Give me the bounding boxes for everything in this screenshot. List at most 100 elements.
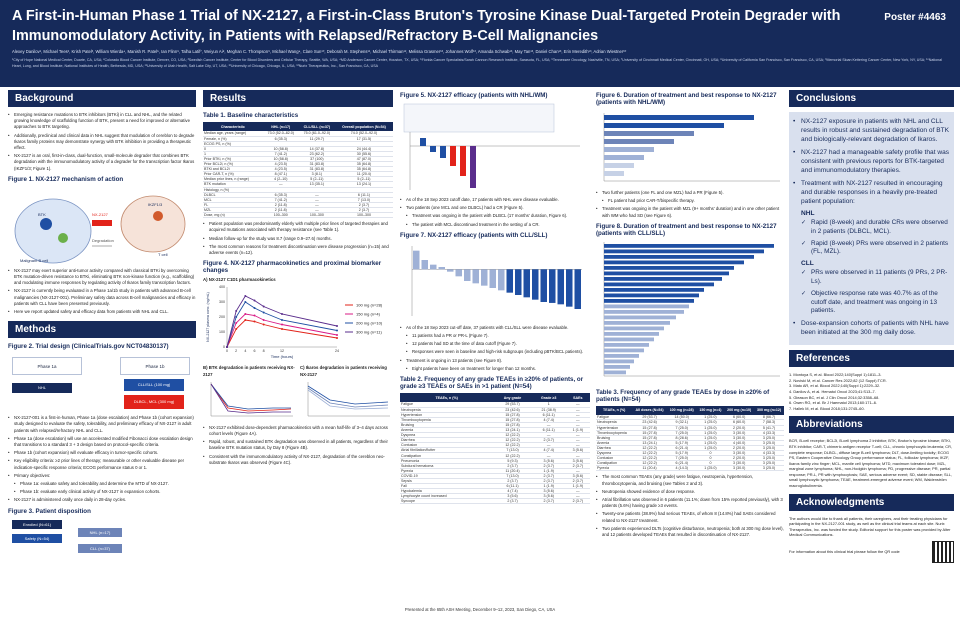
data-point: [336, 334, 338, 337]
table-cell: Pneumonia: [400, 458, 494, 464]
teae-table: TEAEs, n (%) Any grade Grade ≥3 SAEs Fat…: [400, 393, 590, 505]
table-cell: MCL: [203, 197, 263, 203]
table-cell: 3 (25.0): [754, 465, 784, 472]
table-cell: 6 (60.0): [724, 414, 755, 421]
fig7-bullets: As of the 18 Sep 2023 cut-off date, 37 p…: [400, 325, 590, 372]
table-cell: 12 (22.2): [632, 445, 667, 451]
fig7-bullet: Treatment is ongoing in 13 patients (see…: [400, 358, 590, 364]
table-cell: Dyspnea: [400, 432, 494, 439]
table-cell: —: [298, 202, 335, 208]
table-cell: Bruising: [596, 435, 633, 441]
data-point: [281, 319, 283, 322]
conclusions-heading: Conclusions: [789, 90, 954, 107]
data-point: [244, 319, 247, 322]
table-cell: 37 (100): [298, 156, 335, 163]
table-cell: Sepsis: [400, 478, 494, 485]
teae-dose-row: Contusion 12 (22.2) 7 (25.0) 0 2 (20.0) 3 (25…: [596, 455, 784, 462]
table-cell: 4 (23.5): [262, 161, 299, 168]
table-cell: 11 (20.4): [493, 468, 532, 474]
references-list: 1. Montoya S, et al. Blood 2022;140(Supp…: [789, 372, 954, 411]
table-cell: Diarrhea: [596, 445, 633, 451]
acknowledgments-heading: Acknowledgments: [789, 493, 954, 511]
table-cell: 5 (41.7): [754, 425, 784, 431]
nhl-conclusion: Rapid (8-week) and durable CRs were obse…: [793, 219, 950, 237]
table-cell: 2 (3.7): [493, 478, 532, 485]
abbreviations-text: BCR, B-cell receptor; BCL2i, B-cell lymp…: [789, 438, 953, 489]
btk-panel: B) BTK degradation in patients receiving…: [203, 365, 296, 424]
results-bullet: Rapid, robust, and sustained BTK degrada…: [203, 439, 393, 451]
background-bullet: NX-2127 is an oral, first-in-class, dual…: [8, 153, 196, 172]
baseline-row: ECOG PS, n (%): [203, 141, 393, 147]
table-cell: 12 (22.2): [632, 460, 667, 467]
teae-row: Thrombocytopenia 15 (27.8) 4 (7.4) —: [400, 417, 590, 423]
references-heading: References: [789, 350, 954, 368]
waterfall-bar: [430, 264, 437, 270]
y-tick-label: 400: [219, 285, 225, 289]
table-cell: 9 (32.1): [666, 419, 697, 426]
table-cell: Syncope: [400, 498, 494, 505]
baseline-row: Median prior lines, n (range) 4 (2–10) 5 (…: [203, 176, 393, 183]
table-cell: Prior BCL2i, n (%): [203, 161, 263, 168]
x-axis-label: Time (hours): [271, 354, 294, 359]
fig6-bullet: FL patient had prior CAR-T/bispecific th…: [602, 198, 784, 204]
x-tick-label: 6: [254, 349, 256, 353]
teae-row: Syncope 2 (3.7) 2 (3.7) 2 (3.7): [400, 498, 590, 505]
waterfall-bar: [532, 269, 539, 300]
table-cell: 3 (5.6): [531, 488, 566, 495]
table-cell: 2 (20.0): [724, 445, 755, 451]
table-cell: 3 (30.0): [724, 450, 755, 457]
table-header: CLL/SLL (n=37): [298, 122, 335, 131]
baseline-row: Histology, n (%): [203, 187, 393, 193]
phase1a-box: Phase 1a: [12, 357, 82, 376]
teae-row: Pyrexia 11 (20.4) 1 (1.9) —: [400, 468, 590, 474]
waterfall-bar: [498, 269, 505, 291]
label-bcell: Malignant B cell: [20, 258, 48, 263]
table-cell: 3 (25.0): [754, 460, 784, 467]
table-cell: 3 (30.0): [724, 430, 755, 436]
methods-bullet: Key eligibility criteria: ≥2 prior lines…: [8, 458, 196, 470]
baseline-row: DLBCL 6 (35.3) —6 (11.1): [203, 192, 393, 198]
table-cell: 11 (29.7): [298, 136, 335, 142]
reference-item: 2. Noviski M, et al. Cancer Res 2022;82 …: [789, 377, 887, 383]
data-point: [262, 323, 265, 326]
teae-dose-row: Fatigue 29 (53.7) 14 (50.0) 1 (25.0) 6 (60.0…: [596, 414, 784, 421]
fig7-bullet: Eight patients have been on treatment fo…: [406, 366, 590, 372]
table-cell: 11 (20.4): [632, 465, 667, 472]
table-cell: 1 (1.9): [531, 468, 566, 474]
fig5-bullet: As of the 18 Sep 2023 cutoff date, 17 pa…: [400, 197, 590, 203]
methods-bullet: Primary objectives:: [8, 473, 196, 479]
table-cell: —: [565, 488, 590, 495]
table-cell: Median prior lines, n (range): [203, 176, 263, 183]
table-cell: 2 (3.7): [531, 498, 566, 505]
table-cell: —: [531, 452, 566, 459]
table-cell: 6 (11.1): [531, 412, 566, 418]
table3-bullet: The most common TEAEs (any grade) were f…: [596, 474, 784, 486]
table-cell: 14 (50.0): [666, 414, 697, 421]
background-bullet: Here we report updated safety and effica…: [8, 309, 196, 315]
table-cell: 7 (58.3): [754, 419, 784, 426]
methods-bullet: NX-2127-001 is a first-in-human, Phase 1…: [8, 415, 196, 434]
teae-row: Pneumonia 5 (9.3) 3 (5.6) 3 (5.6): [400, 458, 590, 464]
teae-dose-row: Bruising 15 (27.8) 8 (28.6) 1 (25.0) 3 (30.0…: [596, 435, 784, 441]
fig5-bullet: Treatment was ongoing in the patient wit…: [406, 213, 590, 219]
reference-item: 3. Mato AR, et al. Blood 2022;140(Suppl …: [789, 383, 881, 389]
data-point: [262, 319, 265, 322]
results-bullet: Patient population was predominantly eld…: [203, 221, 393, 233]
poster-title: A First-in-Human Phase 1 Trial of NX-212…: [12, 8, 841, 44]
fig7-bullet: 11 patients had a PR or PR-L (Figure 7).: [406, 333, 590, 339]
table-cell: 3 (5.6): [565, 473, 590, 479]
qr-code-icon[interactable]: [932, 541, 954, 564]
table-cell: 1 (25.0): [696, 414, 725, 421]
methods-bullet: NX-2127 is administered orally once dail…: [8, 497, 196, 503]
waterfall-bar: [413, 250, 420, 270]
table-cell: 29 (53.7): [493, 402, 532, 408]
cll-conclusion: PRs were observed in 11 patients (9 PRs,…: [793, 269, 950, 287]
x-tick-label: 8: [263, 349, 265, 353]
table-cell: ECOG PS, n (%): [203, 141, 263, 147]
teae-row: Subdural hematoma 2 (3.7) 2 (3.7) 2 (3.7): [400, 463, 590, 469]
table-cell: 3 (25.0): [754, 435, 784, 441]
table-cell: Atrial fibrillation/flutter: [400, 447, 494, 454]
table-cell: 4 (33.3): [754, 450, 784, 457]
table-cell: 12 (22.2): [632, 455, 667, 462]
